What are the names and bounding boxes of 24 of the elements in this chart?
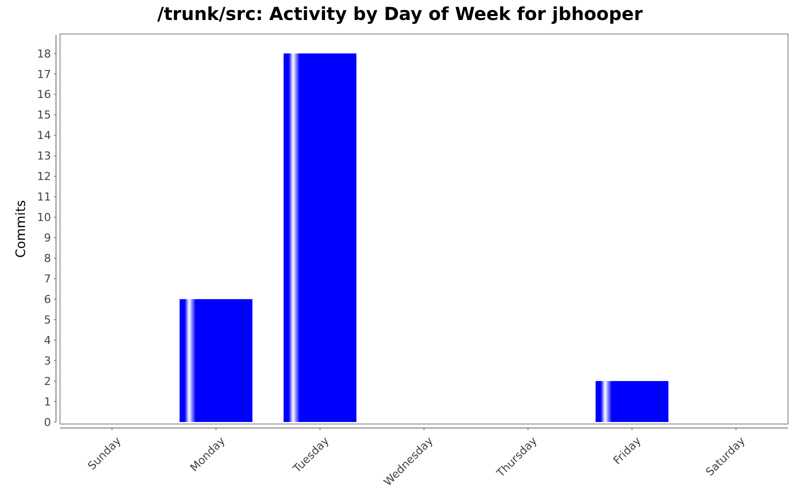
y-tick-label: 3: [44, 354, 51, 368]
y-tick-label: 5: [44, 313, 51, 326]
y-tick-label: 11: [37, 190, 51, 204]
y-tick-label: 4: [44, 334, 51, 347]
y-tick-label: 15: [37, 108, 51, 122]
bar: [284, 53, 356, 422]
y-tick-label: 1: [44, 395, 51, 408]
y-tick-label: 2: [44, 374, 51, 388]
y-tick-label: 0: [44, 416, 51, 429]
y-tick-label: 6: [44, 292, 51, 306]
y-tick-label: 18: [37, 47, 51, 60]
chart-title: /trunk/src: Activity by Day of Week for jbhooper: [157, 4, 643, 25]
y-tick-label: 10: [37, 211, 51, 224]
y-tick-label: 7: [44, 272, 51, 286]
y-tick-label: 12: [37, 170, 51, 184]
y-tick-label: 16: [37, 88, 51, 102]
y-tick-label: 8: [44, 252, 51, 266]
y-axis-title: Commits: [14, 200, 29, 258]
y-tick-label: 17: [37, 68, 51, 81]
y-tick-label: 14: [37, 129, 51, 142]
bar: [180, 299, 252, 422]
y-tick-label: 13: [37, 150, 51, 163]
y-tick-label: 9: [44, 232, 51, 245]
bar: [596, 381, 668, 422]
